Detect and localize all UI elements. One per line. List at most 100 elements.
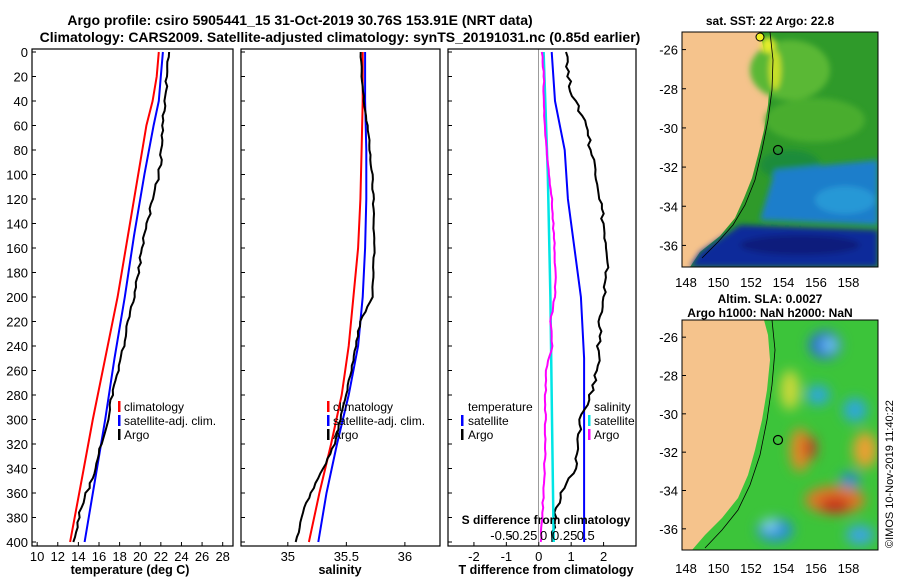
legend2-swatch-climatology xyxy=(327,401,330,412)
depth-tick-label: 120 xyxy=(6,192,28,207)
depth-tick-label: 400 xyxy=(6,535,28,550)
depth-tick-label: 80 xyxy=(14,143,28,158)
depth-tick-label: 40 xyxy=(14,94,28,109)
map1-frame xyxy=(681,31,879,268)
legend3-swatch-s-argo xyxy=(588,429,591,440)
x-tick-label: 24 xyxy=(174,549,188,564)
series-line-climatology xyxy=(69,51,160,543)
lat-tick-label: -30 xyxy=(659,407,678,422)
legend-satellite-adj: satellite-adj. clim. xyxy=(124,414,216,428)
x-tick-label: 2 xyxy=(600,549,607,564)
depth-tick-label: 0 xyxy=(21,45,28,60)
salinity-x-axis: 35 35.5 36 xyxy=(281,542,412,564)
s-tick-label: -0.5 xyxy=(490,528,512,543)
title-line-2: Climatology: CARS2009. Satellite-adjuste… xyxy=(40,29,641,45)
difference-x-axis: -2 -1 0 1 2-0.5-0.25 0 0.25 0.5 xyxy=(468,528,607,564)
map2-title-2: Argo h1000: NaN h2000: NaN xyxy=(687,306,852,320)
sst-map xyxy=(682,32,878,267)
x-tick-label: 16 xyxy=(92,549,106,564)
depth-tick-label: 380 xyxy=(6,511,28,526)
legend3-swatch-t-satellite xyxy=(461,415,464,426)
temperature-x-axis: 10 12 14 16 18 20 22 24 26 28 xyxy=(30,542,230,564)
temperature-legend: climatology satellite-adj. clim. Argo xyxy=(118,400,216,442)
lat-tick-label: -32 xyxy=(659,445,678,460)
legend3-t-argo: Argo xyxy=(468,428,494,442)
map1-lon-axis: 148 150 152 154 156 158 xyxy=(675,275,859,290)
series-line-argo xyxy=(294,51,376,543)
lon-tick-label: 158 xyxy=(838,561,860,576)
map1-title: sat. SST: 22 Argo: 22.8 xyxy=(706,14,835,28)
depth-tick-label: 220 xyxy=(6,315,28,330)
legend2-climatology: climatology xyxy=(333,400,393,414)
lat-tick-label: -28 xyxy=(659,369,678,384)
legend3-s-argo: Argo xyxy=(594,428,620,442)
depth-tick-label: 140 xyxy=(6,217,28,232)
x-tick-label: 14 xyxy=(71,549,85,564)
argo-location-marker-2 xyxy=(772,434,784,446)
lat-tick-label: -32 xyxy=(659,160,678,175)
legend-swatch-satellite xyxy=(118,415,121,426)
lon-tick-label: 156 xyxy=(805,561,827,576)
depth-tick-label: 260 xyxy=(6,364,28,379)
legend2-swatch-argo xyxy=(327,429,330,440)
lat-tick-label: -26 xyxy=(659,43,678,58)
lon-tick-label: 158 xyxy=(838,275,860,290)
x-tick-label: 1 xyxy=(568,549,575,564)
x-tick-label: 22 xyxy=(154,549,168,564)
lon-tick-label: 152 xyxy=(740,275,762,290)
lat-tick-label: -36 xyxy=(659,238,678,253)
lat-tick-label: -36 xyxy=(659,522,678,537)
salinity-legend: climatology satellite-adj. clim. Argo xyxy=(327,400,425,442)
depth-contour-map2 xyxy=(704,320,776,549)
lat-tick-label: -26 xyxy=(659,330,678,345)
series-line-satellite-adj-clim- xyxy=(317,52,368,543)
sla-map xyxy=(682,320,878,550)
depth-contour-map1 xyxy=(701,32,774,259)
x-tick-label: 18 xyxy=(112,549,126,564)
map2-lat-axis: -26 -28 -30 -32 -34 -36 xyxy=(659,330,686,537)
map2-frame xyxy=(681,319,879,551)
depth-tick-label: 340 xyxy=(6,462,28,477)
series-line-argo xyxy=(72,51,171,543)
series-line-climatology xyxy=(307,52,364,543)
x-tick-label: -1 xyxy=(501,549,513,564)
series-line-s-satellite xyxy=(542,51,555,543)
difference-legend: temperature satellite Argo salinity sate… xyxy=(461,400,635,442)
map2-lon-axis: 148 150 152 154 156 158 xyxy=(675,561,859,576)
lat-tick-label: -34 xyxy=(659,484,678,499)
series-line-t-argo xyxy=(550,51,610,543)
depth-tick-label: 180 xyxy=(6,266,28,281)
series-line-satellite-adj-clim- xyxy=(83,51,164,543)
legend-argo: Argo xyxy=(124,428,150,442)
series-line-s-argo xyxy=(539,51,557,543)
depth-tick-label: 360 xyxy=(6,486,28,501)
x-tick-label: 35 xyxy=(281,549,295,564)
depth-tick-label: 280 xyxy=(6,388,28,403)
legend2-swatch-satellite xyxy=(327,415,330,426)
x-tick-label: 10 xyxy=(30,549,44,564)
x-tick-label: 35.5 xyxy=(334,549,359,564)
lon-tick-label: 148 xyxy=(675,561,697,576)
temperature-plot xyxy=(69,51,171,543)
legend3-salinity: salinity xyxy=(594,400,631,414)
legend3-temperature: temperature xyxy=(468,400,533,414)
legend-swatch-climatology xyxy=(118,401,121,412)
s-difference-xlabel: S difference from climatology xyxy=(462,513,631,527)
depth-tick-label: 320 xyxy=(6,437,28,452)
legend2-satellite-adj: satellite-adj. clim. xyxy=(333,414,425,428)
temperature-panel-frame xyxy=(31,48,234,547)
depth-tick-label: 20 xyxy=(14,70,28,85)
legend3-s-satellite: satellite xyxy=(594,414,635,428)
salinity-xlabel: salinity xyxy=(318,563,361,577)
legend3-swatch-s-satellite xyxy=(588,415,591,426)
x-tick-label: 28 xyxy=(215,549,229,564)
depth-tick-label: 100 xyxy=(6,168,28,183)
series-line-t-satellite xyxy=(550,51,586,542)
depth-tick-label: 160 xyxy=(6,241,28,256)
legend3-swatch-t-argo xyxy=(461,429,464,440)
legend3-t-satellite: satellite xyxy=(468,414,509,428)
lon-tick-label: 154 xyxy=(773,561,795,576)
lon-tick-label: 150 xyxy=(708,275,730,290)
depth-tick-label: 240 xyxy=(6,339,28,354)
